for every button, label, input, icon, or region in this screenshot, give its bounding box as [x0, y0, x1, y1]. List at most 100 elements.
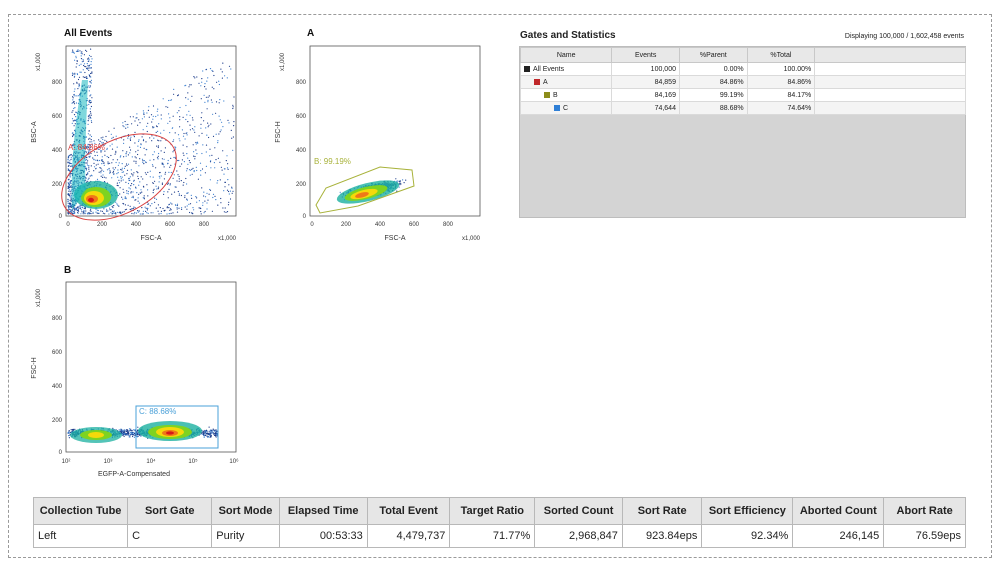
x-scale: x1,000 [218, 236, 237, 242]
y-scale: x1,000 [36, 52, 42, 71]
x-ticks: 0 200 400 600 800 [310, 222, 453, 228]
density-hotspot [336, 180, 400, 204]
svg-text:0: 0 [66, 222, 70, 228]
total-cell: 84.17% [746, 88, 816, 102]
gate-name: B [553, 91, 558, 99]
parent-cell: 88.68% [678, 101, 748, 115]
x-axis-label: EGFP-A-Compensated [98, 471, 170, 478]
svg-text:10²: 10² [62, 459, 71, 465]
events-display-count: Displaying 100,000 / 1,602,458 events [844, 33, 964, 40]
y-scale: x1,000 [36, 288, 42, 307]
total-cell: 84.86% [746, 75, 816, 89]
column-header-total[interactable]: %Total [746, 47, 816, 63]
x-axis-label: FSC-A [141, 235, 162, 242]
column-header[interactable]: Sort Gate [127, 497, 213, 525]
gate-a-ellipse[interactable] [47, 116, 190, 238]
y-axis-label: FSC-H [31, 357, 38, 378]
sort-cell: 00:53:33 [278, 524, 368, 548]
svg-text:400: 400 [375, 222, 386, 228]
svg-text:200: 200 [296, 182, 307, 188]
gate-color-swatch [554, 104, 560, 111]
table-row[interactable]: C 74,644 88.68% 74.64% [519, 101, 966, 115]
gates-statistics-table: Name Events %Parent %Total All Events 100… [519, 47, 966, 115]
column-header[interactable]: Collection Tube [32, 497, 129, 525]
events-cell: 84,169 [611, 88, 680, 102]
blank-cell [814, 101, 966, 115]
parent-cell: 99.19% [678, 88, 748, 102]
svg-text:400: 400 [296, 148, 307, 154]
gate-name-cell: B [519, 88, 613, 102]
parent-cell: 84.86% [678, 75, 748, 89]
blank-cell [814, 88, 966, 102]
column-header-events[interactable]: Events [611, 47, 680, 63]
column-header[interactable]: Sort Efficiency [701, 497, 794, 525]
svg-text:200: 200 [52, 418, 63, 424]
column-header-name[interactable]: Name [519, 47, 613, 63]
y-axis-label: BSC-A [31, 121, 38, 143]
total-cell: 74.64% [746, 101, 816, 115]
gates-statistics-title: Gates and Statistics [520, 30, 616, 41]
svg-text:0: 0 [310, 222, 314, 228]
scatter-plot-a[interactable]: B: 99.19% 0 200 400 600 800 0 200 400 60… [268, 40, 488, 250]
svg-text:800: 800 [52, 80, 63, 86]
svg-text:0: 0 [59, 214, 63, 220]
column-header[interactable]: Abort Rate [883, 497, 966, 525]
column-header[interactable]: Sorted Count [534, 497, 623, 525]
plot-title-all-events: All Events [64, 28, 113, 39]
svg-text:10⁴: 10⁴ [146, 458, 156, 465]
svg-text:400: 400 [52, 384, 63, 390]
gate-name-cell: C [519, 101, 613, 115]
gate-c-rectangle[interactable] [135, 405, 219, 449]
svg-text:600: 600 [52, 114, 63, 120]
plot-title-a: A [307, 28, 315, 39]
y-ticks: 0 200 400 600 800 [52, 80, 63, 220]
gate-color-swatch [524, 65, 530, 72]
column-header-blank [814, 47, 966, 63]
svg-text:200: 200 [97, 222, 108, 228]
column-header[interactable]: Total Event [366, 497, 451, 525]
blank-cell [814, 75, 966, 89]
svg-text:0: 0 [303, 214, 307, 220]
y-scale: x1,000 [280, 52, 286, 71]
column-header[interactable]: Elapsed Time [278, 497, 368, 525]
gate-b-polygon[interactable] [315, 166, 415, 214]
svg-text:800: 800 [199, 222, 210, 228]
svg-text:400: 400 [131, 222, 142, 228]
density-hotspot [71, 80, 118, 210]
gate-b-label: B: 99.19% [314, 157, 351, 166]
density-hotspot [70, 421, 202, 443]
scatter-plot-b[interactable]: C: 88.68% 0 200 400 600 800 10² 10³ 10⁴ … [24, 278, 244, 484]
table-row[interactable]: B 84,169 99.19% 84.17% [519, 88, 966, 102]
column-header[interactable]: Target Ratio [449, 497, 536, 525]
table-row[interactable]: Left C Purity 00:53:33 4,479,737 71.77% 2,968,… [32, 524, 966, 548]
table-row[interactable]: All Events 100,000 0.00% 100.00% [519, 62, 966, 76]
events-cell: 100,000 [611, 62, 680, 76]
svg-text:10⁵: 10⁵ [188, 458, 198, 465]
column-header[interactable]: Aborted Count [792, 497, 885, 525]
svg-text:600: 600 [165, 222, 176, 228]
y-ticks: 0 200 400 600 800 [296, 80, 307, 220]
sort-cell: 92.34% [701, 524, 794, 548]
parent-cell: 0.00% [678, 62, 748, 76]
column-header-parent[interactable]: %Parent [678, 47, 748, 63]
gate-c-label: C: 88.68% [139, 407, 176, 416]
svg-text:200: 200 [52, 182, 63, 188]
svg-text:0: 0 [59, 450, 63, 456]
svg-text:600: 600 [52, 350, 63, 356]
total-cell: 100.00% [746, 62, 816, 76]
gate-name: C [563, 104, 569, 112]
sort-report-frame [8, 14, 992, 558]
svg-text:10⁶: 10⁶ [229, 458, 239, 465]
column-header[interactable]: Sort Rate [621, 497, 703, 525]
plot-title-b: B [64, 265, 72, 276]
blank-cell [814, 62, 966, 76]
events-cell: 74,644 [611, 101, 680, 115]
table-row[interactable]: A 84,859 84.86% 84.86% [519, 75, 966, 89]
gate-color-swatch [534, 78, 540, 85]
sort-cell: 76.59eps [883, 524, 966, 548]
sort-cell: C [127, 524, 213, 548]
x-axis-label: FSC-A [385, 235, 406, 242]
scatter-plot-all-events[interactable]: A: 84.86% 0 200 400 600 800 0 200 400 60… [24, 40, 244, 250]
svg-text:10³: 10³ [104, 459, 113, 465]
column-header[interactable]: Sort Mode [211, 497, 280, 525]
